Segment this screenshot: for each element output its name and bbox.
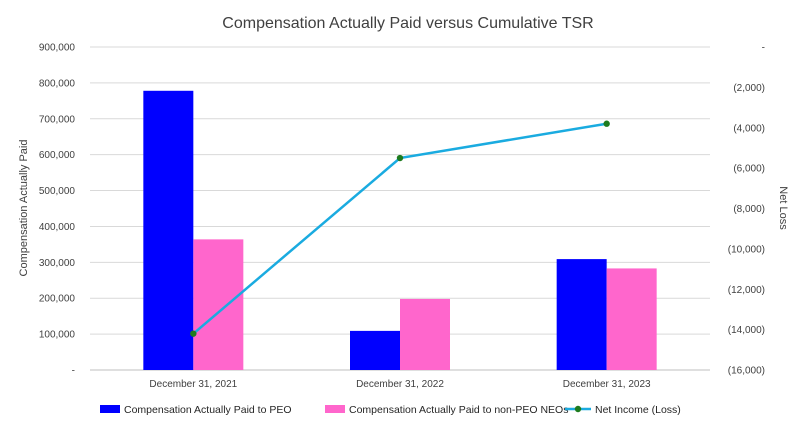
y-left-tick-label: - (72, 366, 75, 377)
y-left-tick-label: 700,000 (39, 114, 76, 125)
y-right-tick-label: - (762, 43, 765, 54)
y-left-tick-label: 500,000 (39, 186, 76, 197)
x-axis-ticks: December 31, 2021 December 31, 2022 Decemb… (149, 379, 651, 390)
y-left-tick-label: 800,000 (39, 78, 76, 89)
y-right-tick-label: (6,000) (733, 164, 765, 175)
legend-label: Compensation Actually Paid to non-PEO NE… (349, 404, 568, 416)
net-income-point (396, 154, 404, 162)
x-tick-label: December 31, 2023 (563, 379, 651, 390)
y-left-axis-title: Compensation Actually Paid (18, 140, 30, 277)
bar-peo (350, 330, 400, 370)
y-right-axis-title: Net Loss (777, 186, 789, 230)
legend-label: Net Income (Loss) (595, 404, 681, 416)
bars (143, 90, 657, 370)
legend-marker (574, 405, 582, 413)
bar-peo (143, 90, 194, 370)
y-right-tick-label: (16,000) (728, 366, 765, 377)
y-right-tick-label: (10,000) (728, 244, 765, 255)
legend-swatch (100, 405, 120, 413)
x-tick-label: December 31, 2022 (356, 379, 444, 390)
y-right-tick-label: (14,000) (728, 325, 765, 336)
chart-title: Compensation Actually Paid versus Cumula… (222, 15, 593, 32)
legend-label: Compensation Actually Paid to PEO (124, 404, 292, 416)
y-left-tick-label: 900,000 (39, 43, 76, 54)
legend: Compensation Actually Paid to PEO Compens… (100, 404, 681, 416)
y-left-tick-label: 400,000 (39, 222, 76, 233)
net-income-point (603, 120, 610, 127)
net-income-point (190, 330, 197, 337)
x-tick-label: December 31, 2021 (149, 379, 237, 390)
y-left-tick-label: 300,000 (39, 258, 76, 269)
y-right-tick-label: (4,000) (733, 123, 765, 134)
y-right-tick-label: (12,000) (728, 285, 765, 296)
right-axis-ticks: - (2,000) (4,000) (6,000) (8,000) (10,000) (12… (728, 43, 765, 377)
bar-non-peo-neos (400, 298, 450, 370)
bar-peo (556, 259, 607, 370)
y-right-tick-label: (2,000) (733, 83, 765, 94)
left-axis-ticks: - 100,000 200,000 300,000 400,000 500,000 600,… (39, 43, 76, 377)
y-left-tick-label: 600,000 (39, 150, 76, 161)
line-series (190, 120, 610, 337)
bar-non-peo-neos (193, 239, 244, 370)
y-right-tick-label: (8,000) (733, 204, 765, 215)
legend-swatch (325, 405, 345, 413)
y-left-tick-label: 200,000 (39, 294, 76, 305)
y-left-tick-label: 100,000 (39, 330, 76, 341)
bar-non-peo-neos (606, 268, 657, 370)
